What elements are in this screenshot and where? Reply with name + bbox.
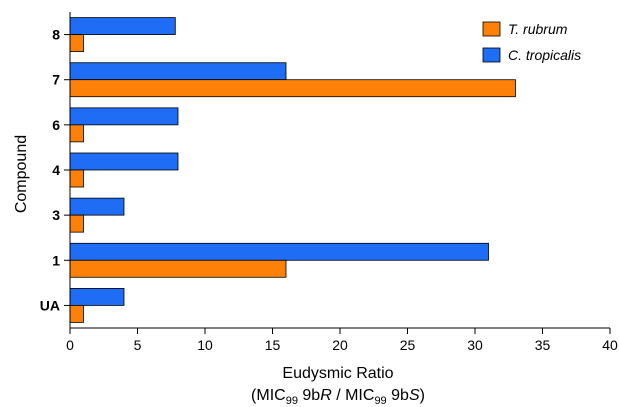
y-tick-label-3: 3: [52, 207, 60, 223]
bar-ua-c-tropicalis: [69, 288, 125, 306]
x-axis-subtitle-open: (MIC: [251, 387, 286, 404]
bar-6-t-rubrum: [69, 124, 84, 143]
x-tick-label-25: 25: [400, 337, 416, 353]
x-tick-label-30: 30: [467, 337, 483, 353]
x-tick-label-0: 0: [66, 337, 74, 353]
bar-7-c-tropicalis: [69, 62, 287, 81]
x-tick-label-15: 15: [265, 337, 281, 353]
y-tick-label-ua: UA: [40, 297, 60, 313]
x-axis-subtitle-mid1: 9b: [298, 387, 320, 404]
legend: T. rubrum C. tropicalis: [482, 21, 581, 63]
y-tick-label-6: 6: [52, 117, 60, 133]
bar-3-c-tropicalis: [69, 197, 125, 216]
bar-8-c-tropicalis: [69, 17, 176, 35]
x-axis-subtitle-mid3: 9b: [387, 387, 409, 404]
axes-group: 8 7 6 4 3 1 UA 0 5 10 15 20 25 30 35 40: [40, 12, 618, 353]
bar-4-c-tropicalis: [69, 152, 179, 171]
y-tick-label-1: 1: [52, 252, 60, 268]
x-axis-title: Eudysmic Ratio: [282, 365, 393, 382]
bar-7-t-rubrum: [69, 79, 516, 98]
x-tick-label-40: 40: [602, 337, 618, 353]
legend-label-t-rubrum: T. rubrum: [508, 21, 568, 37]
legend-swatch-t-rubrum: [482, 21, 501, 37]
x-tick-label-10: 10: [197, 337, 213, 353]
bar-ua-t-rubrum: [69, 305, 84, 323]
x-axis-subtitle: (MIC99 9bR / MIC99 9bS): [251, 387, 425, 407]
y-axis-title: Compound: [13, 135, 30, 213]
x-tick-label-35: 35: [535, 337, 551, 353]
x-axis-subtitle-mid2: / MIC: [332, 387, 375, 404]
x-tick-label-20: 20: [332, 337, 348, 353]
y-tick-label-7: 7: [52, 72, 60, 88]
x-axis-subtitle-sub1: 99: [286, 395, 298, 407]
legend-swatch-c-tropicalis: [482, 47, 501, 63]
y-tick-label-4: 4: [52, 162, 60, 178]
bar-3-t-rubrum: [69, 214, 84, 233]
bar-1-t-rubrum: [69, 259, 287, 278]
x-tick-label-5: 5: [134, 337, 142, 353]
y-tick-label-8: 8: [52, 27, 60, 43]
bar-1-c-tropicalis: [69, 242, 489, 261]
bar-8-t-rubrum: [69, 34, 84, 52]
bar-4-t-rubrum: [69, 169, 84, 188]
legend-label-c-tropicalis: C. tropicalis: [508, 47, 581, 63]
x-axis-subtitle-italic1: R: [320, 387, 332, 404]
x-axis-subtitle-italic2: S: [409, 387, 420, 404]
x-axis-subtitle-close: ): [420, 387, 425, 404]
x-axis-subtitle-sub2: 99: [374, 395, 386, 407]
bar-6-c-tropicalis: [69, 107, 179, 126]
bars-group: [69, 17, 516, 323]
